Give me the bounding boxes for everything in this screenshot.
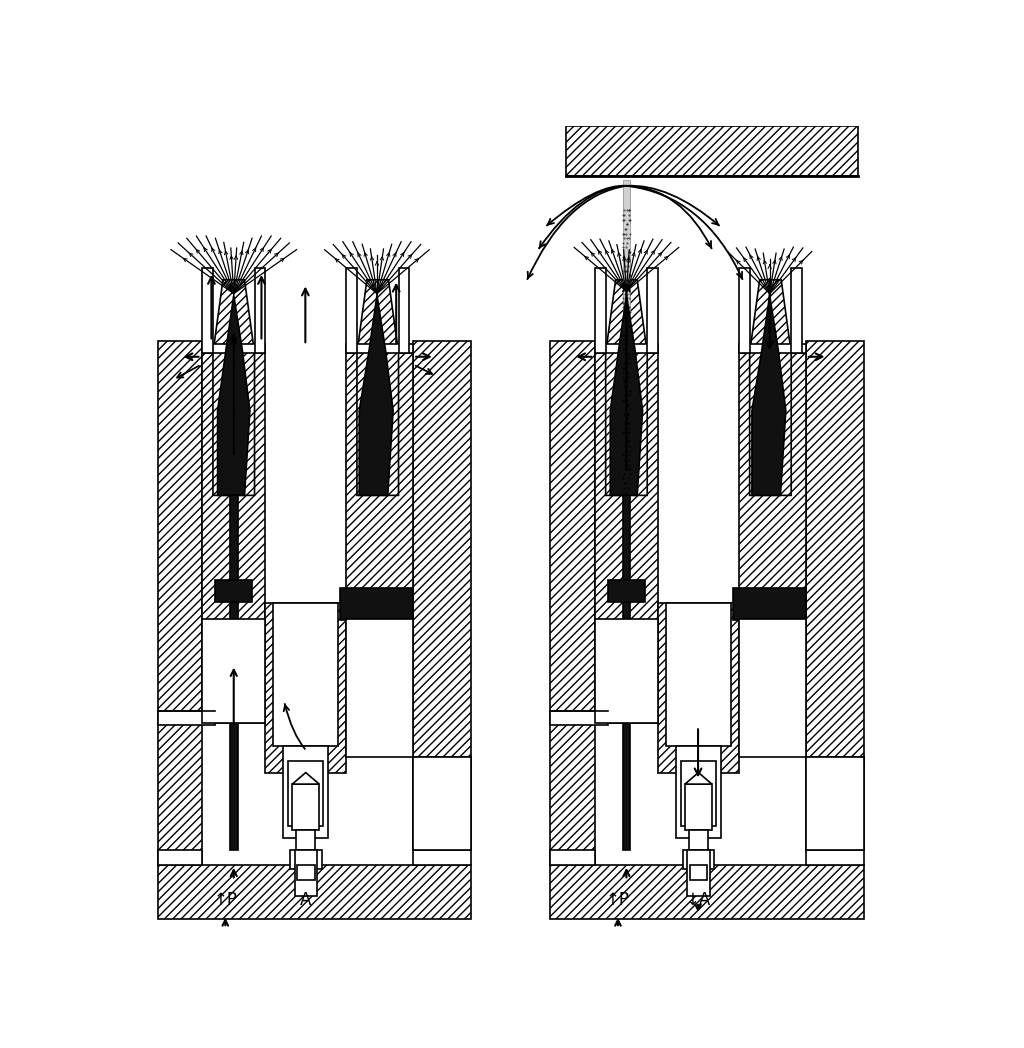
Bar bbox=[733, 588, 806, 620]
Bar bbox=[685, 784, 712, 830]
Polygon shape bbox=[292, 772, 319, 784]
Bar bbox=[608, 580, 645, 602]
Polygon shape bbox=[605, 280, 647, 496]
Bar bbox=[595, 618, 658, 722]
Bar bbox=[550, 850, 595, 865]
Bar bbox=[346, 344, 413, 353]
Bar bbox=[658, 604, 739, 772]
Bar bbox=[398, 268, 410, 353]
Text: ↑P: ↑P bbox=[213, 891, 238, 909]
Bar bbox=[623, 496, 631, 850]
Bar bbox=[158, 865, 471, 919]
Bar bbox=[283, 745, 329, 838]
Bar bbox=[689, 830, 708, 869]
Text: A: A bbox=[300, 891, 311, 909]
Bar bbox=[413, 757, 471, 850]
Bar bbox=[565, 126, 858, 176]
Bar bbox=[739, 268, 750, 353]
Bar bbox=[202, 268, 213, 353]
Bar bbox=[595, 353, 658, 722]
Bar bbox=[265, 604, 346, 772]
Bar bbox=[292, 784, 319, 830]
Bar bbox=[413, 342, 471, 765]
Polygon shape bbox=[217, 296, 250, 496]
Bar bbox=[689, 865, 708, 880]
Bar bbox=[739, 353, 806, 684]
Bar bbox=[202, 353, 265, 722]
Bar bbox=[666, 604, 731, 745]
Bar bbox=[202, 344, 265, 353]
Bar bbox=[346, 353, 413, 684]
Polygon shape bbox=[610, 296, 643, 496]
Bar bbox=[346, 618, 413, 757]
Polygon shape bbox=[213, 280, 255, 496]
Text: ↓A: ↓A bbox=[685, 891, 711, 909]
Bar bbox=[550, 711, 608, 725]
Bar bbox=[202, 618, 265, 722]
Bar bbox=[289, 761, 323, 827]
Bar bbox=[413, 757, 471, 850]
Bar bbox=[806, 757, 863, 850]
Bar bbox=[255, 268, 265, 353]
Bar bbox=[681, 761, 716, 827]
Bar bbox=[158, 850, 202, 865]
Bar bbox=[676, 745, 721, 838]
Bar bbox=[550, 342, 595, 865]
Bar bbox=[297, 865, 314, 880]
Bar bbox=[290, 850, 322, 869]
Bar bbox=[340, 588, 413, 620]
Bar bbox=[647, 268, 658, 353]
Bar bbox=[550, 865, 863, 919]
Bar bbox=[623, 179, 631, 496]
Polygon shape bbox=[750, 280, 792, 496]
Polygon shape bbox=[752, 296, 785, 496]
Bar bbox=[273, 604, 339, 745]
Bar bbox=[792, 268, 802, 353]
Polygon shape bbox=[685, 772, 712, 784]
Bar bbox=[230, 496, 238, 850]
Polygon shape bbox=[357, 280, 398, 496]
Bar bbox=[158, 711, 215, 725]
Bar bbox=[806, 342, 863, 765]
Bar bbox=[595, 268, 605, 353]
Bar bbox=[806, 757, 863, 850]
Bar bbox=[595, 344, 658, 353]
Bar bbox=[158, 342, 202, 865]
Bar bbox=[683, 850, 714, 869]
Text: ↑P: ↑P bbox=[606, 891, 630, 909]
Bar bbox=[346, 268, 357, 353]
Bar bbox=[413, 850, 471, 865]
Bar bbox=[739, 344, 806, 353]
Bar bbox=[806, 850, 863, 865]
Bar bbox=[296, 830, 315, 869]
Bar bbox=[687, 850, 710, 896]
Polygon shape bbox=[359, 296, 393, 496]
Bar bbox=[215, 580, 252, 602]
Bar bbox=[295, 850, 316, 896]
Bar bbox=[739, 618, 806, 757]
